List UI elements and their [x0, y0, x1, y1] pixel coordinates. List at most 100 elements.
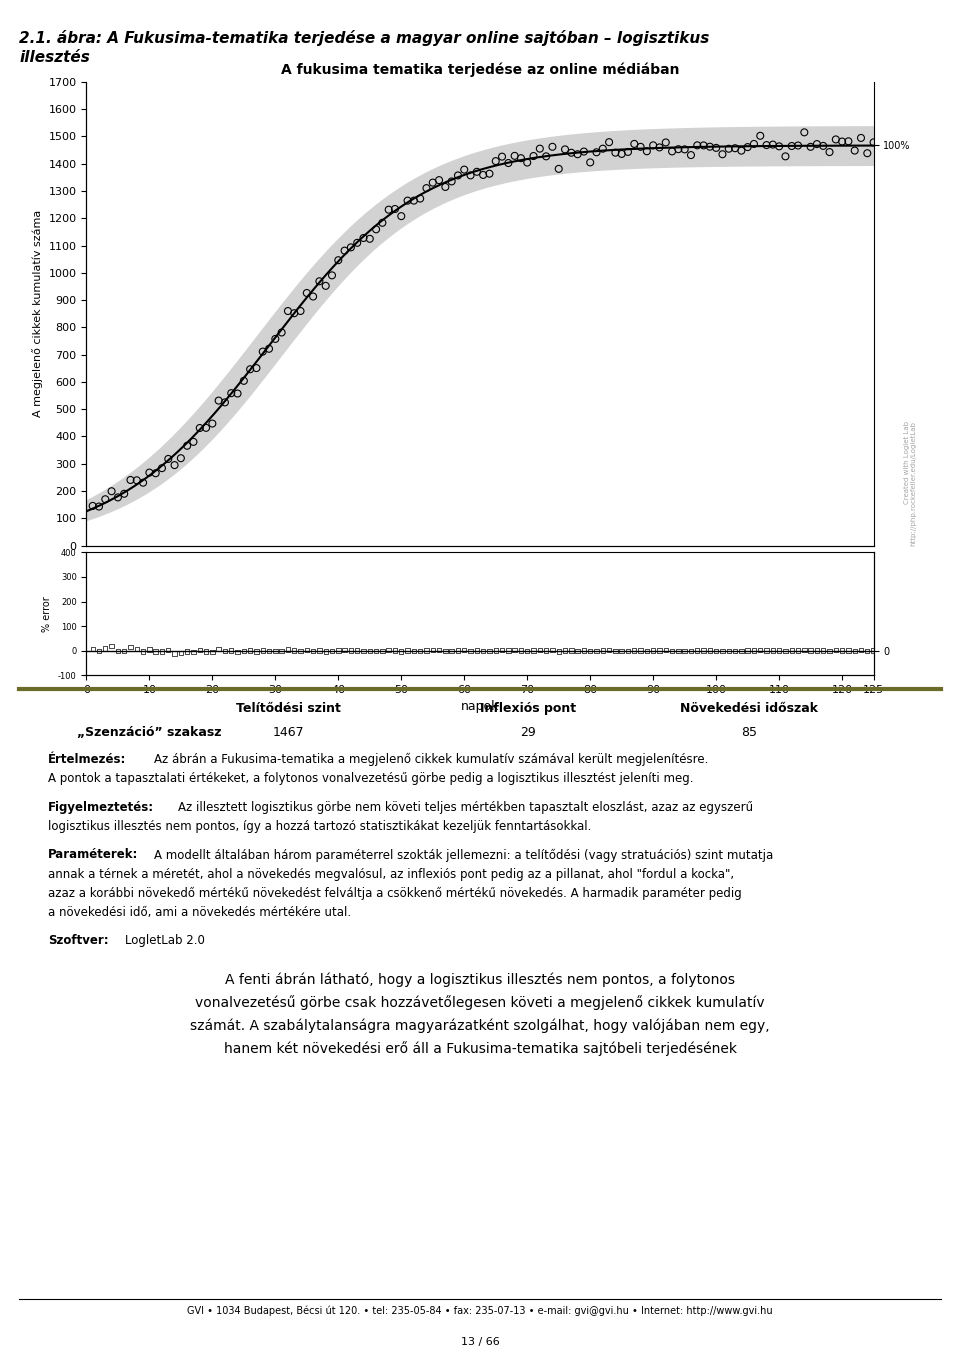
Point — [148, 641, 163, 663]
Point — [444, 640, 459, 662]
Point — [362, 640, 377, 662]
Point — [847, 640, 862, 662]
Point — [431, 169, 446, 191]
Point — [98, 488, 113, 510]
Point — [123, 469, 138, 491]
Point — [142, 461, 157, 483]
Point — [274, 322, 289, 344]
Point — [300, 640, 315, 662]
Text: Figyelmeztetés:: Figyelmeztetés: — [48, 801, 155, 814]
Point — [532, 640, 547, 662]
Point — [558, 139, 573, 161]
Point — [98, 638, 113, 660]
Point — [394, 205, 409, 226]
Point — [255, 341, 271, 363]
Point — [708, 640, 724, 662]
Point — [482, 640, 497, 662]
Point — [387, 640, 402, 662]
Point — [116, 483, 132, 505]
Point — [85, 638, 101, 660]
Point — [652, 640, 667, 662]
Point — [268, 640, 283, 662]
Point — [514, 147, 529, 169]
Point — [778, 146, 793, 168]
Point — [394, 641, 409, 663]
Point — [664, 640, 680, 662]
Text: A fenti ábrán látható, hogy a logisztikus illesztés nem pontos, a folytonos: A fenti ábrán látható, hogy a logisztiku… — [225, 973, 735, 988]
Point — [337, 640, 352, 662]
Point — [293, 300, 308, 322]
Point — [627, 640, 642, 662]
Point — [689, 135, 705, 157]
Text: annak a térnek a méretét, ahol a növekedés megvalósul, az inflexiós pont pedig a: annak a térnek a méretét, ahol a növeked… — [48, 868, 734, 881]
Point — [645, 640, 660, 662]
Point — [475, 164, 491, 186]
Point — [211, 390, 227, 412]
Text: Növekedési időszak: Növekedési időszak — [680, 702, 818, 716]
Point — [822, 640, 837, 662]
Point — [772, 640, 787, 662]
Point — [217, 391, 232, 413]
Text: Szoftver:: Szoftver: — [48, 934, 108, 948]
Point — [180, 435, 195, 457]
Point — [180, 641, 195, 663]
Point — [400, 190, 416, 211]
Point — [659, 640, 674, 662]
Point — [305, 285, 321, 307]
Point — [733, 139, 749, 161]
Point — [475, 640, 491, 662]
Text: Az illesztett logisztikus görbe nem követi teljes mértékben tapasztalt eloszlást: Az illesztett logisztikus görbe nem köve… — [178, 801, 753, 814]
Point — [243, 359, 258, 381]
Point — [558, 640, 573, 662]
Point — [834, 131, 850, 153]
Point — [337, 240, 352, 262]
Point — [261, 640, 276, 662]
Point — [519, 640, 535, 662]
Point — [312, 270, 327, 292]
Point — [539, 640, 554, 662]
Point — [349, 232, 365, 254]
Point — [469, 640, 485, 662]
Point — [91, 495, 107, 517]
Point — [576, 640, 591, 662]
Point — [532, 138, 547, 160]
Point — [790, 135, 805, 157]
Point — [544, 136, 560, 158]
Text: Inflexiós pont: Inflexiós pont — [480, 702, 576, 716]
Point — [91, 640, 107, 662]
Point — [419, 177, 434, 199]
Point — [526, 640, 541, 662]
Point — [249, 357, 264, 379]
Point — [564, 640, 579, 662]
Text: hanem két növekedési erő áll a Fukusima-tematika sajtóbeli terjedésének: hanem két növekedési erő áll a Fukusima-… — [224, 1041, 736, 1056]
Point — [721, 640, 736, 662]
Point — [110, 487, 126, 509]
Point — [494, 640, 510, 662]
Point — [217, 640, 232, 662]
Point — [595, 640, 611, 662]
Point — [199, 641, 214, 663]
Point — [671, 138, 686, 160]
Point — [173, 447, 188, 469]
Point — [608, 640, 623, 662]
Point — [809, 640, 825, 662]
Point — [570, 640, 586, 662]
Point — [733, 640, 749, 662]
Point — [362, 228, 377, 250]
Point — [457, 640, 472, 662]
Point — [790, 640, 805, 662]
Point — [677, 640, 692, 662]
Point — [601, 131, 616, 153]
Point — [689, 640, 705, 662]
Point — [204, 641, 220, 663]
Text: A pontok a tapasztalati értékeket, a folytonos vonalvezetésű görbe pedig a logis: A pontok a tapasztalati értékeket, a fol… — [48, 772, 693, 786]
Point — [758, 134, 774, 155]
Point — [280, 300, 296, 322]
Point — [728, 640, 743, 662]
Point — [135, 472, 151, 494]
Point — [784, 640, 800, 662]
Point — [828, 128, 844, 150]
Text: LogletLab 2.0: LogletLab 2.0 — [125, 934, 204, 948]
Point — [620, 140, 636, 162]
Point — [803, 136, 818, 158]
